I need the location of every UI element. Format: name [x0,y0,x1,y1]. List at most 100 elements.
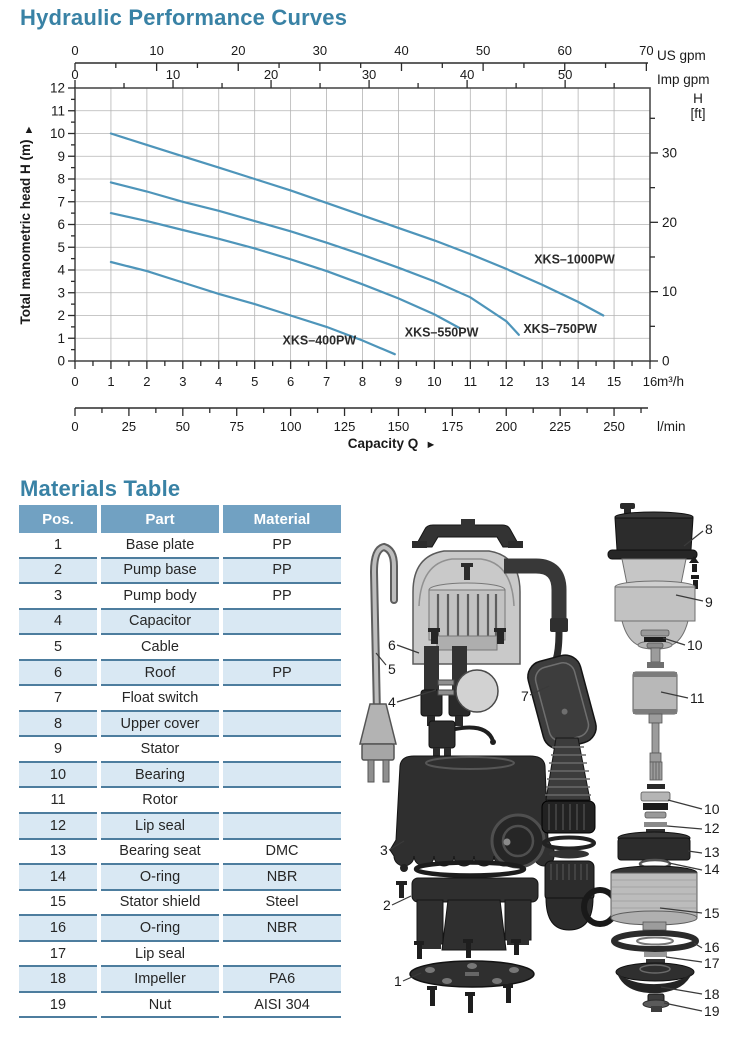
x-tick-label: 10 [427,374,441,389]
x-tick-label: 40 [460,67,474,82]
x-tick-label: 250 [603,419,625,434]
x-tick-label: 150 [388,419,410,434]
x-tick-label: 0 [71,419,78,434]
callout-number-3: 3 [380,842,388,858]
ft-unit-label: H [693,91,703,106]
callout-number-5: 5 [388,661,396,677]
y-tick-label: 2 [57,308,65,323]
x-tick-label: 10 [166,67,180,82]
table-cell-r6-c3: PP [223,660,341,687]
x-tick-label: 40 [394,43,408,58]
callout-number-15: 15 [704,905,720,921]
x-axis-arrow-icon: ► [426,439,437,451]
o-ring-16 [611,930,699,952]
float-switch [527,654,597,750]
table-header-part: Part [101,505,219,533]
x-tick-label: 11 [464,374,478,389]
x-tick-label: 0 [71,43,78,58]
callout-number-4: 4 [388,694,396,710]
lip-seal-upper [644,822,667,834]
callout-number-8: 8 [705,521,713,537]
table-cell-r2-c3: PP [223,558,341,585]
curve-label: XKS–400PW [283,334,357,348]
pump-body [389,755,555,898]
bearing-lower [640,791,671,819]
y-tick-label: 12 [50,81,65,96]
x-tick-label: 75 [229,419,243,434]
table-cell-r16-c2: O-ring [101,916,219,942]
table-cell-r10-c1: 10 [19,762,97,789]
table-cell-r11-c3 [223,788,341,815]
power-cable [369,542,398,718]
x-tick-label: 200 [495,419,517,434]
callout-leader-12 [666,825,703,830]
callout-number-13: 13 [704,844,720,860]
table-cell-r19-c3: AISI 304 [223,992,341,1019]
table-cell-r4-c2: Capacitor [101,609,219,636]
callout-leader-2 [391,895,412,906]
callout-number-7: 7 [521,688,529,704]
callout-leader-16 [693,942,703,949]
table-cell-r14-c3: NBR [223,865,341,891]
x-tick-label: 60 [558,43,572,58]
impeller [615,962,695,994]
table-cell-r3-c2: Pump body [101,584,219,610]
table-cell-r16-c3: NBR [223,916,341,942]
callout-number-19: 19 [704,1003,720,1019]
callout-number-10: 10 [687,637,703,653]
callout-leader-9 [675,594,704,602]
x-tick-label: 16 [643,374,657,389]
y-tick-label: 8 [57,172,65,187]
callout-number-11: 11 [690,690,705,706]
callout-leader-4 [396,689,437,703]
table-cell-r1-c3: PP [223,533,341,559]
curve-XKS–400PW [109,260,396,356]
x-tick-label: 13 [535,374,549,389]
table-cell-r19-c1: 19 [19,992,97,1019]
table-cell-r14-c2: O-ring [101,865,219,891]
table-cell-r2-c1: 2 [19,558,97,585]
x-tick-label: 175 [441,419,463,434]
table-cell-r1-c2: Base plate [101,533,219,559]
shaft-spline [647,761,665,789]
x-tick-label: 3 [179,374,186,389]
curve-XKS–550PW [109,212,461,330]
y-tick-label: 10 [50,126,65,141]
table-cell-r17-c1: 17 [19,941,97,968]
table-cell-r16-c1: 16 [19,916,97,942]
ft-tick-label: 20 [662,215,677,230]
table-cell-r6-c1: 6 [19,660,97,687]
y-tick-label: 1 [57,331,65,346]
callout-leader-10 [662,637,686,646]
bearing-seat [617,831,691,861]
callout-leader-3 [388,840,405,851]
callout-leader-8 [683,530,704,547]
x-axis-unit: Imp gpm [657,72,710,87]
table-section-title: Materials Table [20,476,181,501]
table-cell-r4-c1: 4 [19,609,97,636]
connector-block [428,720,496,760]
y-tick-label: 6 [57,217,65,232]
x-tick-label: 125 [334,419,356,434]
table-cell-r8-c1: 8 [19,711,97,738]
callout-number-10: 10 [704,801,720,817]
table-cell-r7-c1: 7 [19,686,97,712]
rotor [632,647,678,763]
callout-number-1: 1 [394,973,402,989]
curve-label: XKS–1000PW [534,253,615,267]
base-screws-lower [427,984,513,1013]
y-tick-label: 9 [57,149,65,164]
table-cell-r14-c1: 14 [19,865,97,891]
x-tick-label: 8 [359,374,366,389]
callout-number-14: 14 [704,861,720,877]
table-cell-r9-c3 [223,737,341,763]
callout-leader-18 [660,986,703,995]
callout-leader-1 [402,972,422,982]
curve-XKS–1000PW [109,132,605,317]
table-cell-r10-c2: Bearing [101,762,219,789]
pump-roof-housing [412,550,521,665]
